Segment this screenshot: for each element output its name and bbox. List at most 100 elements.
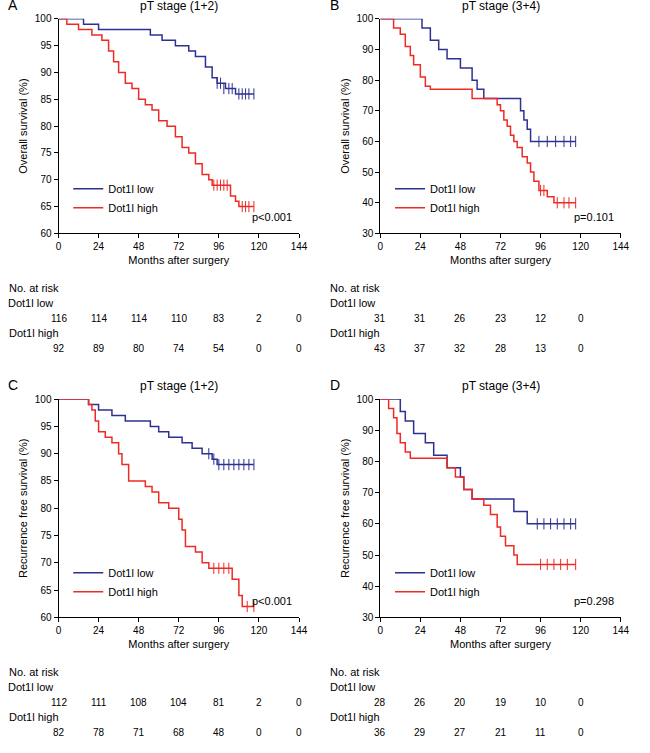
svg-text:0: 0 <box>296 343 302 354</box>
svg-text:72: 72 <box>495 241 507 252</box>
svg-text:Dot1l low: Dot1l low <box>430 567 475 579</box>
svg-text:C: C <box>8 377 18 393</box>
svg-text:48: 48 <box>133 241 145 252</box>
svg-text:96: 96 <box>535 241 547 252</box>
svg-text:Months after surgery: Months after surgery <box>450 254 551 266</box>
svg-text:2: 2 <box>256 313 262 324</box>
svg-text:pT stage (3+4): pT stage (3+4) <box>462 0 540 13</box>
svg-text:p<0.001: p<0.001 <box>252 211 292 223</box>
svg-text:D: D <box>330 377 340 393</box>
svg-text:37: 37 <box>414 343 426 354</box>
svg-text:80: 80 <box>362 75 374 86</box>
svg-text:144: 144 <box>291 625 308 636</box>
svg-text:28: 28 <box>374 697 386 708</box>
svg-text:p=0.298: p=0.298 <box>574 595 614 607</box>
svg-text:Dot1l high: Dot1l high <box>330 711 380 723</box>
svg-text:144: 144 <box>612 625 629 636</box>
svg-text:78: 78 <box>93 727 105 738</box>
svg-text:80: 80 <box>40 503 52 514</box>
svg-text:50: 50 <box>362 167 374 178</box>
svg-text:75: 75 <box>40 530 52 541</box>
svg-text:0: 0 <box>578 697 584 708</box>
svg-text:85: 85 <box>40 94 52 105</box>
svg-text:11: 11 <box>535 727 546 738</box>
svg-text:No. at risk: No. at risk <box>330 282 380 294</box>
svg-text:0: 0 <box>296 313 302 324</box>
svg-text:83: 83 <box>213 313 225 324</box>
svg-text:90: 90 <box>362 425 374 436</box>
svg-text:Overall survival (%): Overall survival (%) <box>339 78 351 173</box>
svg-text:80: 80 <box>40 121 52 132</box>
svg-text:100: 100 <box>357 13 374 24</box>
svg-text:31: 31 <box>414 313 426 324</box>
svg-text:48: 48 <box>455 241 467 252</box>
svg-text:120: 120 <box>251 625 268 636</box>
svg-text:100: 100 <box>35 13 52 24</box>
svg-text:104: 104 <box>170 697 187 708</box>
svg-text:Dot1l high: Dot1l high <box>330 327 380 339</box>
svg-text:13: 13 <box>535 343 547 354</box>
svg-text:144: 144 <box>291 241 308 252</box>
svg-text:0: 0 <box>256 343 262 354</box>
svg-text:70: 70 <box>362 487 374 498</box>
svg-text:65: 65 <box>40 585 52 596</box>
svg-text:50: 50 <box>362 550 374 561</box>
svg-text:72: 72 <box>495 625 507 636</box>
svg-text:100: 100 <box>35 394 52 405</box>
svg-text:40: 40 <box>362 197 374 208</box>
svg-text:114: 114 <box>91 313 107 324</box>
svg-text:43: 43 <box>374 343 386 354</box>
svg-text:Months after surgery: Months after surgery <box>450 638 551 650</box>
svg-text:Dot1l low: Dot1l low <box>108 183 153 195</box>
svg-text:48: 48 <box>213 727 225 738</box>
svg-text:30: 30 <box>362 612 374 623</box>
svg-text:0: 0 <box>578 343 584 354</box>
svg-text:12: 12 <box>535 313 547 324</box>
svg-text:20: 20 <box>454 697 466 708</box>
svg-text:24: 24 <box>93 241 105 252</box>
svg-text:Dot1l low: Dot1l low <box>8 681 53 693</box>
svg-text:60: 60 <box>362 136 374 147</box>
svg-text:0: 0 <box>296 727 302 738</box>
svg-text:144: 144 <box>612 241 629 252</box>
svg-text:Dot1l high: Dot1l high <box>430 202 480 214</box>
svg-text:92: 92 <box>53 343 65 354</box>
svg-text:71: 71 <box>133 727 145 738</box>
svg-text:31: 31 <box>374 313 386 324</box>
svg-text:Months after surgery: Months after surgery <box>128 638 229 650</box>
svg-text:p=0.101: p=0.101 <box>574 211 614 223</box>
svg-text:0: 0 <box>296 697 302 708</box>
svg-text:81: 81 <box>213 697 225 708</box>
svg-text:80: 80 <box>133 343 145 354</box>
svg-text:0: 0 <box>578 313 584 324</box>
svg-text:2: 2 <box>256 697 262 708</box>
svg-text:90: 90 <box>40 448 52 459</box>
svg-text:32: 32 <box>454 343 466 354</box>
svg-text:10: 10 <box>535 697 547 708</box>
svg-text:24: 24 <box>415 241 427 252</box>
svg-text:0: 0 <box>377 625 383 636</box>
svg-text:0: 0 <box>377 241 383 252</box>
svg-text:74: 74 <box>173 343 185 354</box>
svg-text:Dot1l low: Dot1l low <box>330 297 375 309</box>
svg-text:85: 85 <box>40 475 52 486</box>
svg-text:70: 70 <box>40 174 52 185</box>
svg-text:48: 48 <box>133 625 145 636</box>
svg-text:Months after surgery: Months after surgery <box>128 254 229 266</box>
svg-text:110: 110 <box>171 313 187 324</box>
svg-text:Dot1l low: Dot1l low <box>8 297 53 309</box>
svg-text:p<0.001: p<0.001 <box>252 595 292 607</box>
svg-text:75: 75 <box>40 147 52 158</box>
svg-text:72: 72 <box>173 625 185 636</box>
svg-text:0: 0 <box>578 727 584 738</box>
svg-text:36: 36 <box>374 727 386 738</box>
svg-text:112: 112 <box>51 697 67 708</box>
svg-text:120: 120 <box>572 625 589 636</box>
svg-text:95: 95 <box>40 40 52 51</box>
svg-text:90: 90 <box>40 67 52 78</box>
svg-text:120: 120 <box>572 241 589 252</box>
svg-text:120: 120 <box>251 241 268 252</box>
svg-text:Dot1l high: Dot1l high <box>9 327 59 339</box>
svg-text:89: 89 <box>93 343 105 354</box>
svg-text:24: 24 <box>93 625 105 636</box>
